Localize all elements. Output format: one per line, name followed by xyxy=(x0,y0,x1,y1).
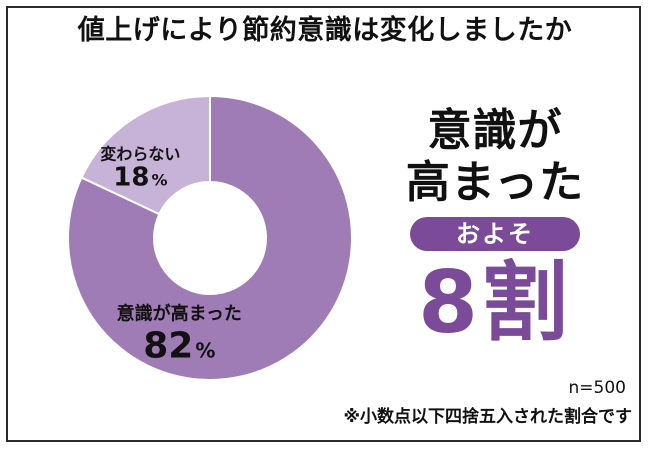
chart-title: 値上げにより節約意識は変化しましたか xyxy=(77,15,573,46)
callout-pill: およそ xyxy=(410,217,580,251)
rounding-note: ※小数点以下四捨五入された割合です xyxy=(343,407,632,427)
donut-slice-0 xyxy=(67,94,353,381)
callout-line-1: 意識が xyxy=(427,105,563,156)
slice-label-0: 意識が高まった xyxy=(117,303,242,325)
callout-big-value: 8割 xyxy=(418,253,572,353)
slice-value-1: 18% xyxy=(113,163,167,193)
slice-label-1: 変わらない xyxy=(100,145,180,164)
callout-line-2: 高まった xyxy=(405,157,585,208)
donut-slice-1 xyxy=(80,94,211,216)
sample-size: n=500 xyxy=(568,378,626,398)
slice-value-0: 82% xyxy=(143,326,215,367)
callout-panel: 意識が 高まった およそ 8割 xyxy=(380,105,610,353)
